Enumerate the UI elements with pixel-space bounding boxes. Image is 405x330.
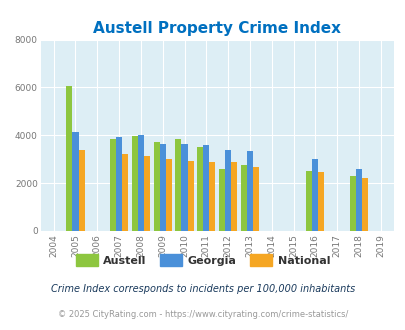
- Bar: [144, 156, 150, 231]
- Bar: [122, 154, 128, 231]
- Bar: [218, 169, 224, 231]
- Bar: [159, 144, 165, 231]
- Bar: [361, 178, 367, 231]
- Bar: [240, 165, 246, 231]
- Bar: [66, 86, 72, 231]
- Bar: [72, 132, 78, 231]
- Bar: [318, 172, 324, 231]
- Bar: [355, 169, 361, 231]
- Legend: Austell, Georgia, National: Austell, Georgia, National: [71, 250, 334, 270]
- Bar: [138, 135, 144, 231]
- Bar: [153, 143, 159, 231]
- Bar: [181, 144, 187, 231]
- Bar: [165, 158, 171, 231]
- Bar: [349, 176, 355, 231]
- Text: Crime Index corresponds to incidents per 100,000 inhabitants: Crime Index corresponds to incidents per…: [51, 284, 354, 294]
- Bar: [246, 151, 252, 231]
- Bar: [252, 167, 258, 231]
- Text: © 2025 CityRating.com - https://www.cityrating.com/crime-statistics/: © 2025 CityRating.com - https://www.city…: [58, 310, 347, 319]
- Bar: [110, 139, 116, 231]
- Bar: [230, 162, 237, 231]
- Bar: [305, 171, 311, 231]
- Bar: [203, 145, 209, 231]
- Bar: [197, 147, 203, 231]
- Bar: [311, 159, 318, 231]
- Bar: [224, 150, 230, 231]
- Bar: [116, 137, 122, 231]
- Title: Austell Property Crime Index: Austell Property Crime Index: [93, 21, 340, 36]
- Bar: [78, 150, 84, 231]
- Bar: [209, 162, 215, 231]
- Bar: [131, 136, 138, 231]
- Bar: [175, 139, 181, 231]
- Bar: [187, 161, 193, 231]
